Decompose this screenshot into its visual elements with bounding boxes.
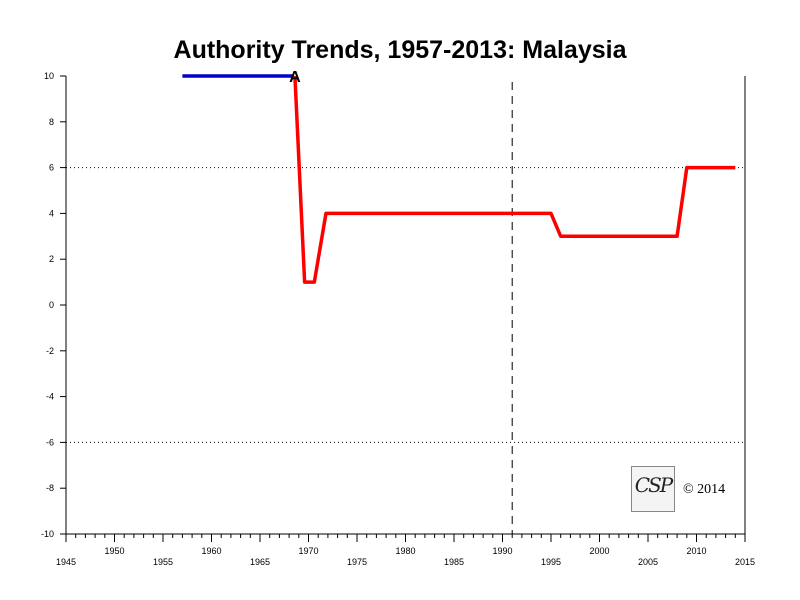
y-tick-label: -10 <box>41 529 54 539</box>
y-tick-label: 2 <box>49 254 54 264</box>
logo-lettering: CSP <box>634 473 673 497</box>
x-tick-label: 1990 <box>492 546 512 556</box>
x-tick-label: 1945 <box>56 557 76 567</box>
x-tick-label: 2010 <box>686 546 706 556</box>
y-tick-label: -6 <box>46 437 54 447</box>
y-tick-label: 0 <box>49 300 54 310</box>
x-tick-label: 1985 <box>444 557 464 567</box>
x-tick-label: 1995 <box>541 557 561 567</box>
x-tick-label: 1975 <box>347 557 367 567</box>
annotation-label: A <box>289 69 301 86</box>
x-tick-label: 1950 <box>104 546 124 556</box>
x-tick-label: 2000 <box>589 546 609 556</box>
x-tick-label: 1960 <box>201 546 221 556</box>
chart-title: Authority Trends, 1957-2013: Malaysia <box>173 36 627 64</box>
y-tick-label: -8 <box>46 483 54 493</box>
csp-logo: CSP <box>631 466 675 512</box>
x-tick-label: 1980 <box>395 546 415 556</box>
y-tick-label: 6 <box>49 163 54 173</box>
x-tick-label: 2015 <box>735 557 755 567</box>
y-tick-label: -4 <box>46 392 54 402</box>
x-tick-label: 2005 <box>638 557 658 567</box>
x-tick-label: 1955 <box>153 557 173 567</box>
x-tick-label: 1970 <box>298 546 318 556</box>
y-tick-label: 10 <box>44 71 54 81</box>
y-tick-label: 4 <box>49 208 54 218</box>
x-tick-label: 1965 <box>250 557 270 567</box>
y-tick-label: -2 <box>46 346 54 356</box>
y-tick-label: 8 <box>49 117 54 127</box>
series-line-1 <box>293 75 736 284</box>
copyright-notice: © 2014 <box>683 482 726 497</box>
